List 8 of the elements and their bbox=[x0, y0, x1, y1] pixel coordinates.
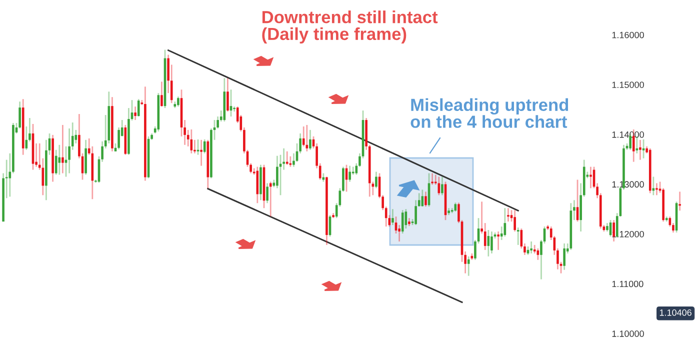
y-tick-label: 1.16000 bbox=[612, 32, 644, 38]
y-tick-label: 1.15000 bbox=[612, 82, 644, 88]
annotation: 1.10406 bbox=[660, 309, 692, 316]
y-tick-label: 1.10000 bbox=[612, 330, 644, 337]
annotation: Downtrend still intact (Daily time frame) bbox=[262, 10, 438, 44]
annotation: Misleading uptrend on the 4 hour chart bbox=[410, 98, 568, 128]
y-tick-label: 1.11000 bbox=[612, 280, 644, 288]
y-tick-label: 1.14000 bbox=[612, 131, 644, 138]
